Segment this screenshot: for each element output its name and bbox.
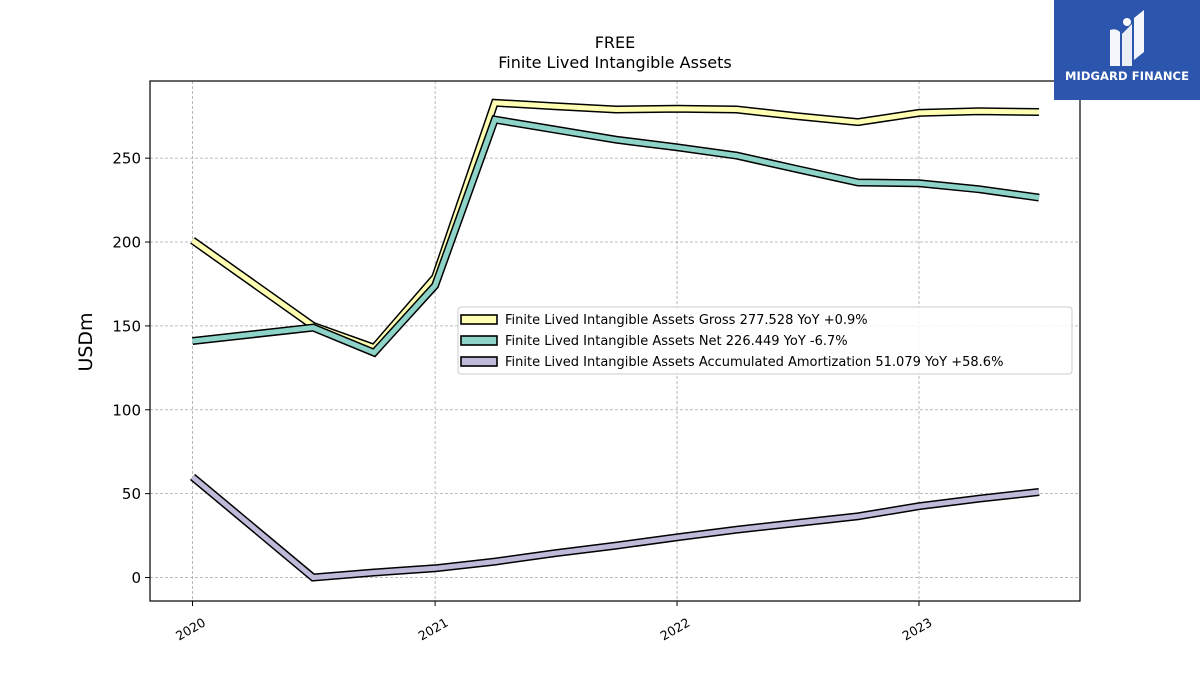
logo-text: MIDGARD FINANCE: [1064, 69, 1190, 83]
chart-subtitle: Finite Lived Intangible Assets: [498, 53, 731, 72]
legend-swatch: [460, 356, 498, 367]
legend-swatch: [460, 314, 498, 325]
legend-label: Finite Lived Intangible Assets Accumulat…: [505, 355, 1003, 370]
series-line-2: [190, 474, 1040, 581]
x-tick-label: 2022: [658, 615, 693, 644]
legend-label: Finite Lived Intangible Assets Net 226.4…: [505, 334, 848, 349]
y-tick-label: 150: [112, 317, 141, 335]
brand-logo: MIDGARD FINANCE: [1054, 0, 1200, 100]
y-tick-label: 200: [112, 234, 141, 252]
series-outline-2: [189, 473, 1040, 582]
y-axis-label: USDm: [75, 312, 97, 371]
y-tick-label: 100: [112, 401, 141, 419]
legend: Finite Lived Intangible Assets Gross 277…: [457, 306, 1073, 375]
chart-title: FREE: [595, 33, 636, 52]
y-tick-label: 50: [122, 485, 141, 503]
legend-box: [457, 306, 1073, 375]
series-layer: [189, 98, 1040, 582]
x-tick-label: 2020: [173, 615, 208, 644]
series-line-1: [192, 116, 1040, 356]
legend-swatch: [460, 335, 498, 346]
y-tick-label: 0: [131, 569, 141, 587]
y-axis: 0 50 100 150 200 250: [112, 150, 150, 587]
logo-mark-icon: [1110, 10, 1144, 66]
plot-frame: [149, 80, 1081, 602]
x-tick-label: 2021: [416, 615, 451, 644]
x-axis: 2020 2021 2022 2023: [173, 601, 935, 644]
x-tick-label: 2023: [899, 615, 934, 644]
legend-label: Finite Lived Intangible Assets Gross 277…: [505, 313, 868, 328]
y-tick-label: 250: [112, 150, 141, 168]
